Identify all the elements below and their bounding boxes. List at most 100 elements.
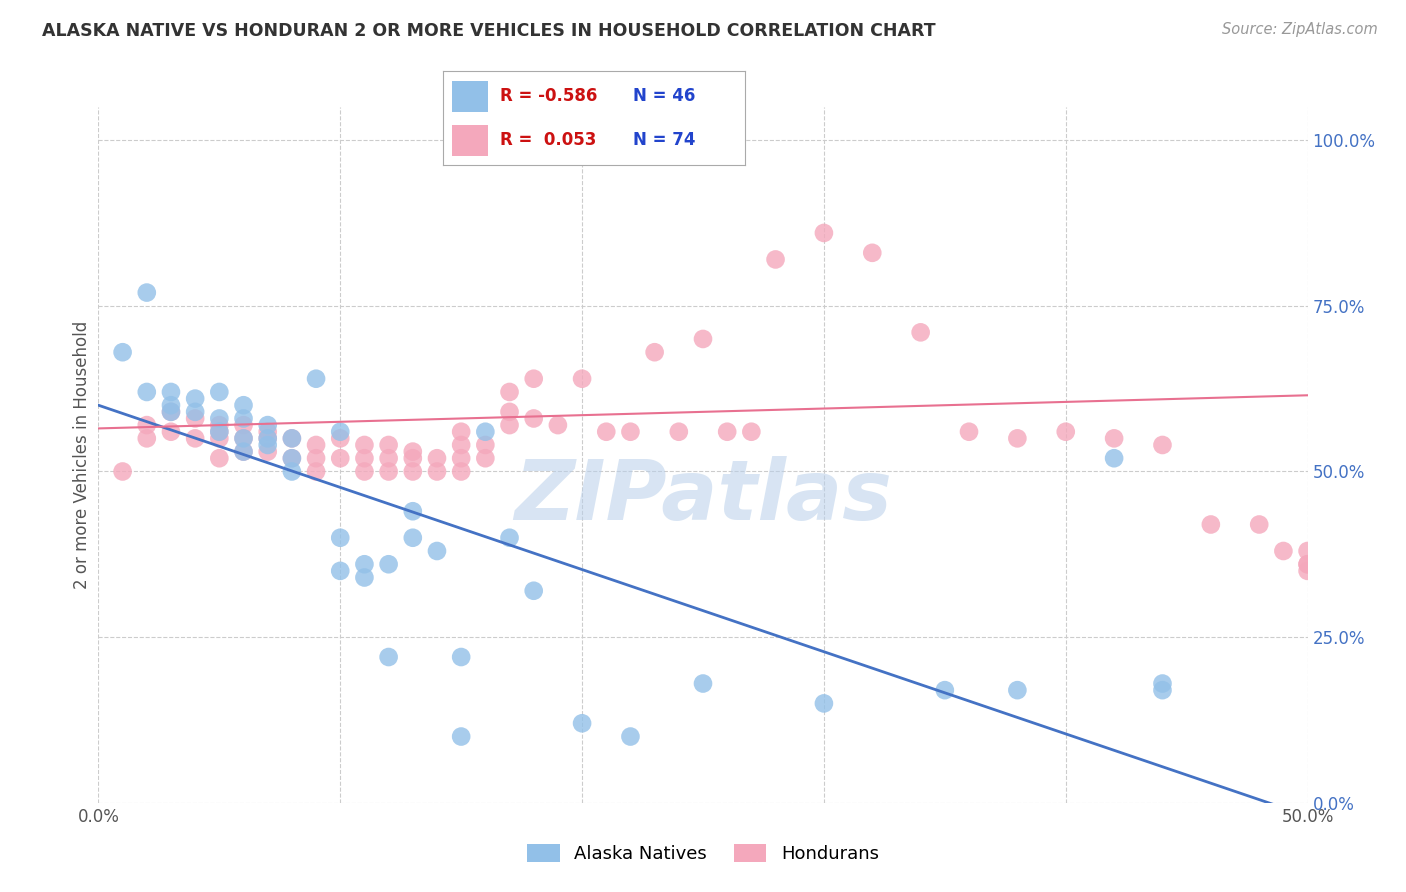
Point bbox=[232, 418, 254, 433]
Point bbox=[498, 531, 520, 545]
Y-axis label: 2 or more Vehicles in Household: 2 or more Vehicles in Household bbox=[73, 321, 91, 589]
Point bbox=[256, 438, 278, 452]
Point bbox=[160, 425, 183, 439]
Text: Source: ZipAtlas.com: Source: ZipAtlas.com bbox=[1222, 22, 1378, 37]
Point bbox=[281, 431, 304, 445]
Point bbox=[644, 345, 666, 359]
Point bbox=[256, 444, 278, 458]
Point bbox=[1102, 431, 1125, 445]
Point bbox=[716, 425, 738, 439]
Point bbox=[765, 252, 787, 267]
Point bbox=[402, 504, 425, 518]
Point bbox=[160, 398, 183, 412]
Bar bbox=[451, 125, 488, 156]
Point bbox=[402, 465, 425, 479]
Point bbox=[135, 285, 157, 300]
Point bbox=[498, 405, 520, 419]
Point bbox=[498, 384, 520, 399]
Point bbox=[232, 444, 254, 458]
Point bbox=[232, 431, 254, 445]
Point bbox=[184, 411, 207, 425]
Point bbox=[740, 425, 762, 439]
Point bbox=[353, 451, 375, 466]
Point bbox=[1152, 683, 1174, 698]
Point bbox=[111, 465, 134, 479]
Point bbox=[1152, 676, 1174, 690]
Point bbox=[184, 405, 207, 419]
Point bbox=[571, 372, 593, 386]
Point bbox=[523, 372, 546, 386]
Point bbox=[1249, 517, 1271, 532]
Point bbox=[377, 558, 399, 572]
Text: ZIPatlas: ZIPatlas bbox=[515, 456, 891, 537]
Point bbox=[668, 425, 690, 439]
Point bbox=[353, 465, 375, 479]
Point bbox=[160, 405, 183, 419]
Point bbox=[450, 650, 472, 665]
Point bbox=[1320, 558, 1343, 572]
Point bbox=[208, 451, 231, 466]
Point bbox=[1296, 558, 1319, 572]
Point bbox=[1152, 438, 1174, 452]
Point bbox=[595, 425, 617, 439]
Point bbox=[329, 531, 352, 545]
Point bbox=[1320, 564, 1343, 578]
Point bbox=[934, 683, 956, 698]
Point bbox=[402, 444, 425, 458]
Point bbox=[426, 451, 449, 466]
Point bbox=[402, 531, 425, 545]
Text: N = 46: N = 46 bbox=[633, 87, 696, 105]
Point bbox=[1007, 431, 1029, 445]
Point bbox=[208, 418, 231, 433]
Point bbox=[1102, 451, 1125, 466]
Point bbox=[377, 650, 399, 665]
Point bbox=[474, 438, 496, 452]
Point bbox=[256, 431, 278, 445]
Point bbox=[692, 676, 714, 690]
Point bbox=[353, 570, 375, 584]
Point bbox=[256, 418, 278, 433]
Point bbox=[377, 451, 399, 466]
Point bbox=[208, 411, 231, 425]
Text: N = 74: N = 74 bbox=[633, 131, 696, 149]
Point bbox=[281, 451, 304, 466]
Point bbox=[813, 697, 835, 711]
Point bbox=[619, 425, 641, 439]
Point bbox=[1199, 517, 1222, 532]
Point bbox=[305, 372, 328, 386]
Point bbox=[474, 425, 496, 439]
Point bbox=[523, 583, 546, 598]
Point bbox=[1296, 558, 1319, 572]
Point bbox=[208, 384, 231, 399]
Point bbox=[377, 438, 399, 452]
Point bbox=[498, 418, 520, 433]
Point bbox=[1296, 564, 1319, 578]
Point bbox=[305, 465, 328, 479]
Point bbox=[450, 730, 472, 744]
Point bbox=[450, 451, 472, 466]
Point bbox=[860, 245, 883, 260]
Point bbox=[692, 332, 714, 346]
Point bbox=[208, 425, 231, 439]
Point bbox=[232, 444, 254, 458]
Point bbox=[450, 465, 472, 479]
Point bbox=[256, 431, 278, 445]
Point bbox=[1272, 544, 1295, 558]
Point bbox=[281, 451, 304, 466]
Bar bbox=[451, 81, 488, 112]
Text: ALASKA NATIVE VS HONDURAN 2 OR MORE VEHICLES IN HOUSEHOLD CORRELATION CHART: ALASKA NATIVE VS HONDURAN 2 OR MORE VEHI… bbox=[42, 22, 936, 40]
Point bbox=[184, 431, 207, 445]
Point bbox=[813, 226, 835, 240]
Point bbox=[111, 345, 134, 359]
Point bbox=[160, 405, 183, 419]
Point bbox=[450, 425, 472, 439]
Point bbox=[184, 392, 207, 406]
Point bbox=[426, 465, 449, 479]
Point bbox=[910, 326, 932, 340]
Point bbox=[1007, 683, 1029, 698]
Point bbox=[135, 418, 157, 433]
Point bbox=[474, 451, 496, 466]
Point bbox=[329, 451, 352, 466]
Point bbox=[208, 425, 231, 439]
Point bbox=[523, 411, 546, 425]
